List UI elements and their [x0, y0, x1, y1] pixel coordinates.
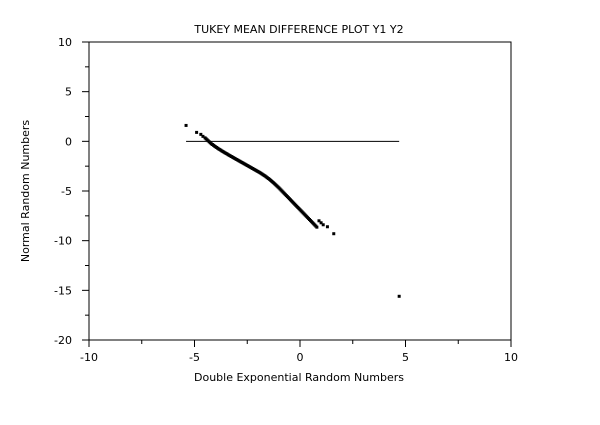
plot-frame — [88, 41, 512, 341]
y-tick-label: 0 — [65, 135, 72, 148]
y-tick-label: -20 — [54, 334, 72, 347]
data-point — [332, 232, 336, 236]
data-point — [325, 225, 329, 229]
y-tick-label: -5 — [61, 185, 72, 198]
data-point — [317, 219, 321, 223]
y-tick-label: -10 — [54, 235, 72, 248]
data-point — [201, 134, 205, 138]
y-tick-label: -15 — [54, 284, 72, 297]
y-tick-label: 10 — [58, 36, 72, 49]
x-axis-label: Double Exponential Random Numbers — [194, 371, 404, 384]
data-point — [315, 225, 319, 229]
data-point — [397, 294, 401, 298]
x-tick-label: 0 — [297, 351, 304, 364]
x-tick-label: -5 — [189, 351, 200, 364]
data-point — [184, 123, 188, 127]
y-tick-label: 5 — [65, 86, 72, 99]
data-point — [195, 130, 199, 134]
chart-title: TUKEY MEAN DIFFERENCE PLOT Y1 Y2 — [193, 23, 403, 36]
x-tick-label: 5 — [402, 351, 409, 364]
data-point — [321, 223, 325, 227]
x-tick-label: -10 — [80, 351, 98, 364]
data-point — [199, 132, 203, 136]
y-axis-label: Normal Random Numbers — [19, 120, 32, 263]
data-point — [319, 221, 323, 225]
x-tick-label: 10 — [504, 351, 518, 364]
